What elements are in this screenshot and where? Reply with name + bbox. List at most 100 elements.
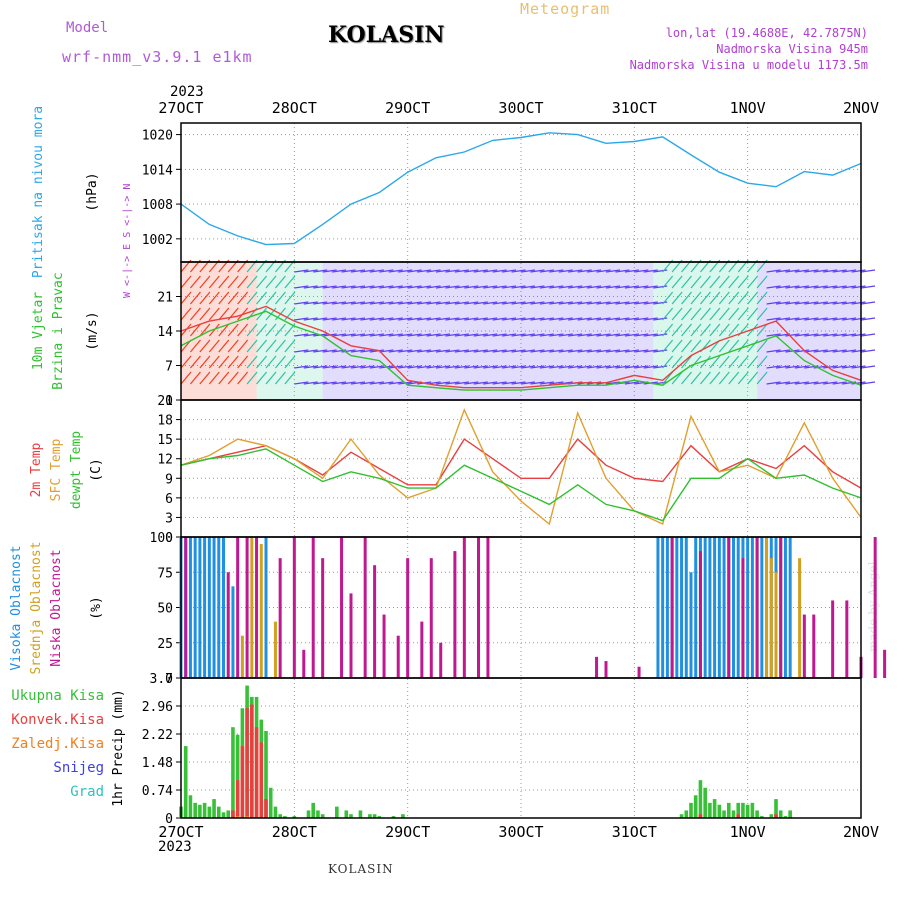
cloud-bar-low_cloud xyxy=(477,537,480,678)
wind-barb xyxy=(709,291,721,305)
wind-barb xyxy=(728,371,740,385)
cloud-bar-low_cloud xyxy=(255,537,259,678)
wind-barb xyxy=(634,333,649,337)
wind-barb xyxy=(539,285,554,289)
wind-barb xyxy=(426,317,441,321)
wind-barb xyxy=(756,339,768,353)
wind-barb xyxy=(747,339,759,353)
wind-barb xyxy=(417,365,432,369)
wind-barb xyxy=(813,269,828,273)
wind-barb xyxy=(218,339,230,353)
x-tick-label-top: 27OCT xyxy=(158,99,203,117)
wind-barb xyxy=(227,323,239,337)
wind-barb xyxy=(823,349,838,353)
wind-barb xyxy=(596,269,611,273)
wind-barb xyxy=(577,317,592,321)
wind-barb xyxy=(492,365,507,369)
wind-barb xyxy=(577,349,592,353)
wind-barb xyxy=(530,317,545,321)
wind-barb xyxy=(473,349,488,353)
wind-barb xyxy=(851,269,866,273)
cloud-bar-high_cloud xyxy=(694,537,698,678)
wind-barb xyxy=(473,269,488,273)
wind-barb xyxy=(709,371,721,385)
wind-barb xyxy=(775,301,791,305)
station-title: KOLASIN xyxy=(328,22,445,48)
y-tick-label: 0 xyxy=(165,812,173,827)
wind-barb xyxy=(605,381,621,385)
wind-barb xyxy=(218,371,230,385)
wind-barb xyxy=(341,317,356,321)
wind-barb xyxy=(322,269,337,273)
wind-barb xyxy=(766,365,781,369)
cloud-bar-high_cloud xyxy=(188,537,192,678)
wind-barb xyxy=(180,371,192,385)
wind-barb xyxy=(265,275,277,289)
wind-barb xyxy=(615,333,630,337)
wind-barb xyxy=(558,317,573,321)
precip-bar-total_precip xyxy=(349,814,353,818)
wind-barb xyxy=(303,317,318,321)
y-tick-label: 1020 xyxy=(142,129,173,144)
precip-bar-conv_precip xyxy=(698,814,703,818)
wind-barb xyxy=(199,291,211,305)
wind-barb xyxy=(653,301,668,305)
wind-barb xyxy=(615,317,630,321)
x-tick-label-bottom: 30OCT xyxy=(498,823,543,841)
wind-barb xyxy=(218,291,230,305)
wind-barb xyxy=(464,381,479,385)
wind-barb xyxy=(322,381,337,385)
precip-bar-conv_precip xyxy=(264,799,268,818)
wind-barb xyxy=(605,333,621,337)
coordinates-label: lon,lat (19.4688E, 42.7875N) xyxy=(665,26,868,40)
wind-barb xyxy=(804,269,819,273)
wind-barb xyxy=(398,285,413,289)
wind-barb xyxy=(502,349,517,353)
wind-barb xyxy=(502,317,517,321)
wind-barb xyxy=(605,301,621,305)
wind-barb xyxy=(350,285,366,289)
wind-barb xyxy=(502,269,517,273)
wind-barb xyxy=(794,365,809,369)
cloud-bar-high_cloud xyxy=(661,537,665,678)
wind-barb xyxy=(813,285,828,289)
wind-barb xyxy=(237,355,249,369)
x-tick-label-top: 28OCT xyxy=(272,99,317,117)
wind-barb xyxy=(445,269,460,273)
cloud-bar-mid_cloud xyxy=(259,544,263,678)
precip-bar-frozen_precip xyxy=(235,816,240,818)
precip-bar-total_precip xyxy=(202,802,207,818)
wind-barb xyxy=(756,323,768,337)
wind-barb xyxy=(199,275,211,289)
wind-barb xyxy=(851,365,866,369)
wind-barb xyxy=(511,349,526,353)
wind-barb xyxy=(568,365,583,369)
wind-barb xyxy=(274,355,286,369)
wind-barb xyxy=(699,371,711,385)
wind-barb xyxy=(483,333,498,337)
cloud-bar-high_cloud xyxy=(231,586,235,678)
precip-bar-total_precip xyxy=(278,814,282,818)
wind-barb xyxy=(823,285,838,289)
precip-bar-total_precip xyxy=(693,795,698,818)
wind-barb xyxy=(464,285,479,289)
wind-barb xyxy=(634,365,649,369)
wind-barb xyxy=(398,333,413,337)
wind-barb xyxy=(605,365,621,369)
wind-barb xyxy=(842,333,857,337)
precip-bar-total_precip xyxy=(760,816,764,818)
x-tick-label-bottom: 31OCT xyxy=(612,823,657,841)
y-tick-label: 14 xyxy=(157,325,173,340)
model-elevation-label: Nadmorska Visina u modelu 1173.5m xyxy=(629,58,868,72)
wind-barb xyxy=(785,301,800,305)
wind-barb xyxy=(369,317,384,321)
x-tick-label-bottom: 27OCT xyxy=(158,823,203,841)
wind-barb xyxy=(530,301,545,305)
wind-barb xyxy=(653,317,668,321)
wind-barb xyxy=(435,285,451,289)
wind-barb xyxy=(208,307,220,321)
wind-barb xyxy=(388,381,403,385)
wind-barb xyxy=(756,307,768,321)
wind-barb xyxy=(341,333,356,337)
wind-barb xyxy=(294,285,309,289)
